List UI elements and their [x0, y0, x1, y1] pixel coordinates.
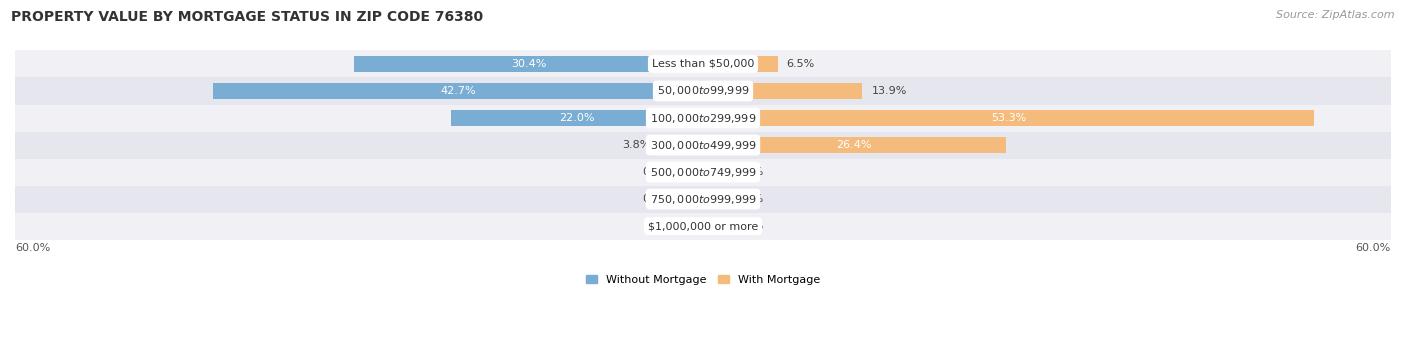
Text: 13.9%: 13.9%	[872, 86, 907, 96]
Text: Source: ZipAtlas.com: Source: ZipAtlas.com	[1277, 10, 1395, 20]
Text: 0.0%: 0.0%	[643, 194, 671, 204]
Text: 60.0%: 60.0%	[15, 243, 51, 253]
Bar	[15, 212, 1391, 240]
Bar	[681, 218, 703, 234]
Text: 0.0%: 0.0%	[735, 167, 763, 177]
Text: $1,000,000 or more: $1,000,000 or more	[648, 221, 758, 231]
Bar	[659, 137, 703, 153]
Text: 0.0%: 0.0%	[643, 167, 671, 177]
Bar	[451, 110, 703, 126]
Bar	[703, 137, 1005, 153]
Text: 26.4%: 26.4%	[837, 140, 872, 150]
Legend: Without Mortgage, With Mortgage: Without Mortgage, With Mortgage	[582, 270, 824, 289]
Text: 30.4%: 30.4%	[510, 59, 547, 69]
Text: 6.5%: 6.5%	[787, 59, 815, 69]
Bar	[703, 164, 725, 180]
Text: 53.3%: 53.3%	[991, 113, 1026, 123]
Bar	[681, 191, 703, 207]
Bar	[214, 83, 703, 99]
Bar	[15, 186, 1391, 212]
Bar	[703, 218, 725, 234]
Text: $300,000 to $499,999: $300,000 to $499,999	[650, 138, 756, 151]
Text: 22.0%: 22.0%	[560, 113, 595, 123]
Bar	[15, 132, 1391, 159]
Text: 0.0%: 0.0%	[735, 194, 763, 204]
Bar	[354, 56, 703, 72]
Text: $500,000 to $749,999: $500,000 to $749,999	[650, 166, 756, 179]
Bar	[681, 164, 703, 180]
Bar	[703, 56, 778, 72]
Text: 1.0%: 1.0%	[643, 221, 671, 231]
Text: $750,000 to $999,999: $750,000 to $999,999	[650, 193, 756, 206]
Text: $100,000 to $299,999: $100,000 to $299,999	[650, 112, 756, 124]
Text: 60.0%: 60.0%	[1355, 243, 1391, 253]
Text: Less than $50,000: Less than $50,000	[652, 59, 754, 69]
Text: 0.0%: 0.0%	[735, 221, 763, 231]
Text: PROPERTY VALUE BY MORTGAGE STATUS IN ZIP CODE 76380: PROPERTY VALUE BY MORTGAGE STATUS IN ZIP…	[11, 10, 484, 24]
Bar	[15, 159, 1391, 186]
Bar	[703, 83, 862, 99]
Bar	[15, 77, 1391, 104]
Bar	[703, 191, 725, 207]
Bar	[15, 104, 1391, 132]
Bar	[703, 110, 1315, 126]
Bar	[15, 50, 1391, 77]
Text: 3.8%: 3.8%	[621, 140, 650, 150]
Text: 42.7%: 42.7%	[440, 86, 477, 96]
Text: $50,000 to $99,999: $50,000 to $99,999	[657, 85, 749, 98]
